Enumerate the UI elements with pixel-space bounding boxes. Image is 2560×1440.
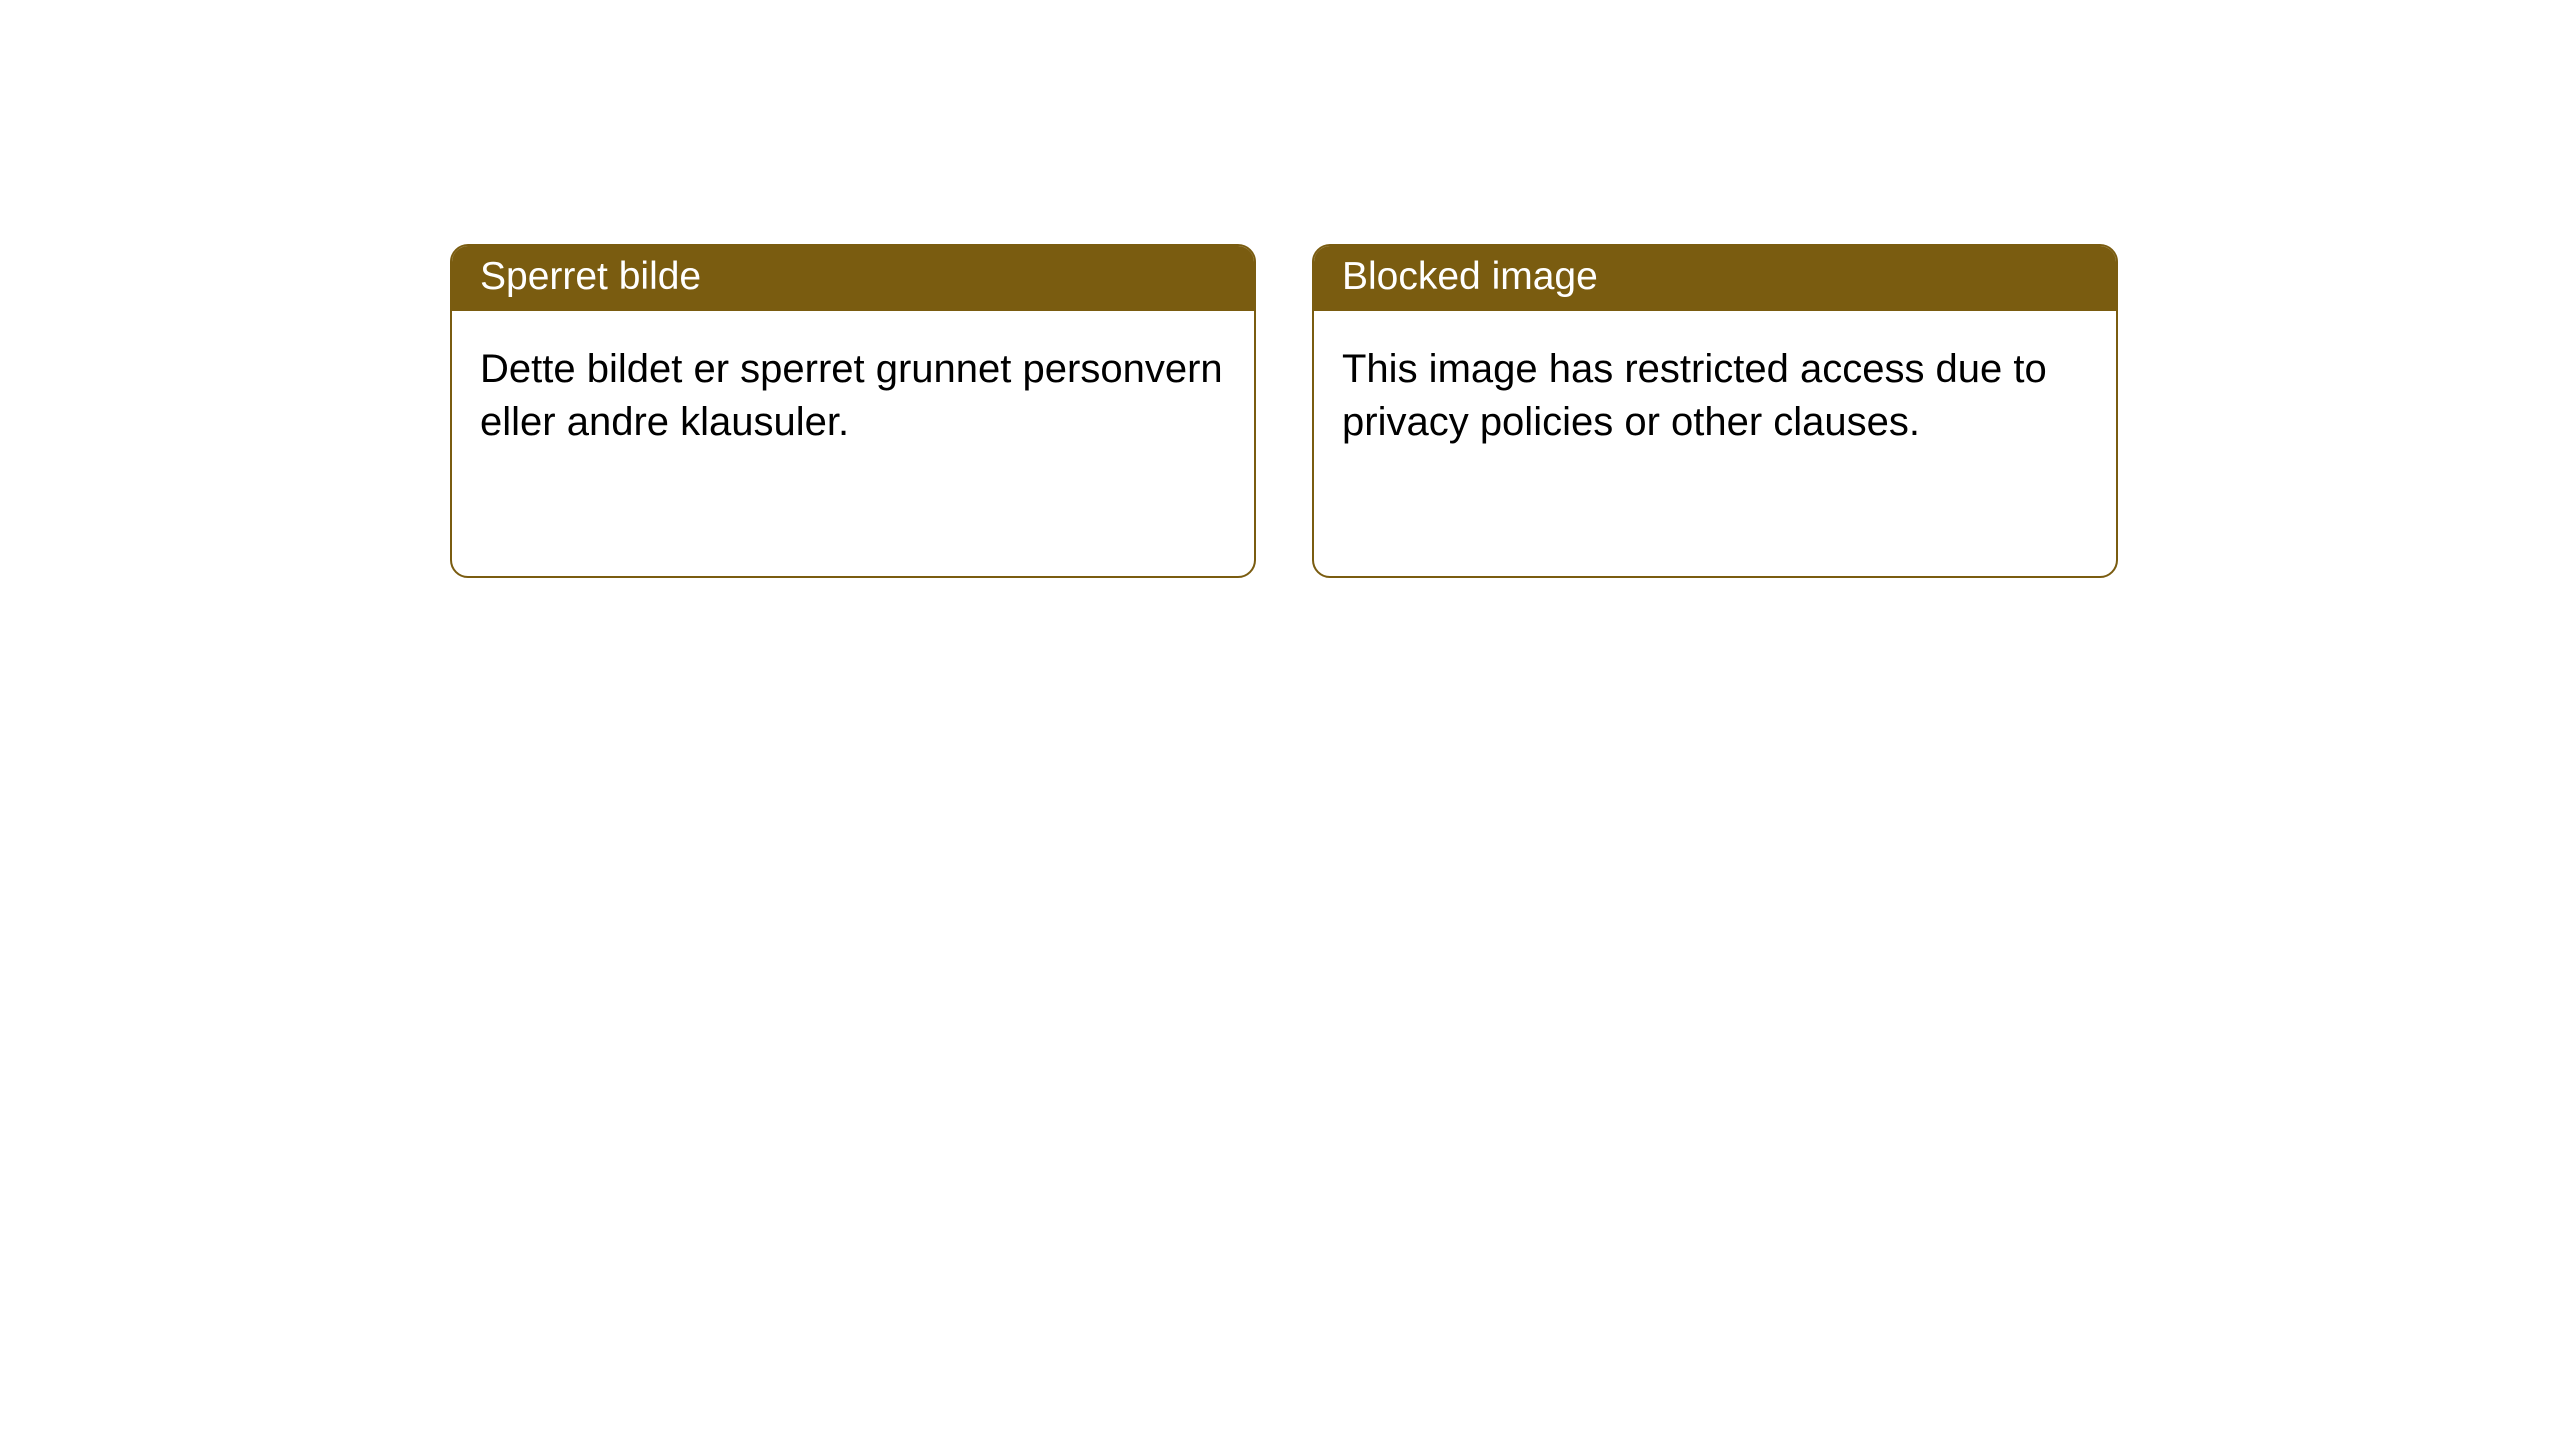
notice-body: Dette bildet er sperret grunnet personve… <box>452 311 1254 481</box>
notice-header: Sperret bilde <box>452 246 1254 311</box>
notice-container: Sperret bilde Dette bildet er sperret gr… <box>0 0 2560 578</box>
notice-box-english: Blocked image This image has restricted … <box>1312 244 2118 578</box>
notice-box-norwegian: Sperret bilde Dette bildet er sperret gr… <box>450 244 1256 578</box>
notice-body: This image has restricted access due to … <box>1314 311 2116 481</box>
notice-header: Blocked image <box>1314 246 2116 311</box>
